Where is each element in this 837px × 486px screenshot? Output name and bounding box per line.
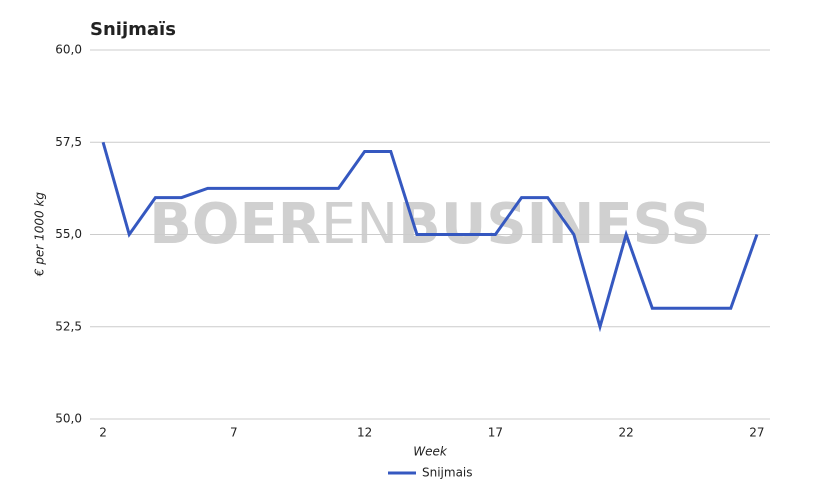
- watermark-part: BOER: [149, 192, 321, 257]
- y-axis-label: € per 1000 kg: [33, 192, 47, 278]
- y-tick-label: 55,0: [55, 227, 82, 241]
- x-tick-label: 17: [488, 426, 503, 440]
- x-axis-label: Week: [413, 445, 448, 459]
- x-tick-label: 22: [619, 426, 634, 440]
- x-tick-label: 2: [99, 426, 107, 440]
- legend-label: Snijmais: [422, 466, 473, 480]
- x-tick-label: 27: [749, 426, 764, 440]
- y-tick-label: 57,5: [55, 135, 82, 149]
- chart-title: Snijmaïs: [90, 19, 176, 40]
- x-tick-label: 12: [357, 426, 372, 440]
- watermark-part: EN: [321, 192, 398, 257]
- watermark-part: BUSINESS: [398, 192, 711, 257]
- y-tick-label: 52,5: [55, 319, 82, 333]
- x-tick-label: 7: [230, 426, 238, 440]
- y-tick-label: 60,0: [55, 43, 82, 57]
- y-tick-label: 50,0: [55, 412, 82, 426]
- watermark: BOERENBUSINESS: [149, 192, 711, 257]
- data-line: [101, 141, 759, 333]
